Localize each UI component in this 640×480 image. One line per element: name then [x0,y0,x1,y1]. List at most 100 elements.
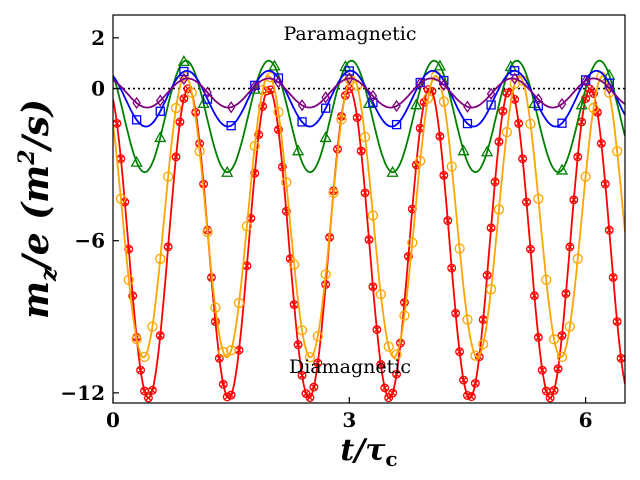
point-orange [359,131,371,143]
point-red [518,154,528,164]
point-orange [541,274,552,285]
point-purple [510,72,520,85]
point-red [600,179,610,189]
point-orange [422,93,434,104]
point-red [459,375,468,385]
point-red [368,282,378,292]
point-orange [147,321,158,332]
point-purple [226,101,236,114]
point-blue [131,115,142,125]
point-red [526,244,535,254]
point-red [226,390,236,400]
point-orange [501,126,512,138]
point-red [352,113,362,123]
point-orange [226,345,237,356]
x-tick-label: 3 [342,408,356,432]
point-red [392,369,402,379]
point-orange [611,146,623,157]
x-axis-label-var: t/τ [340,433,386,468]
point-orange [580,171,591,182]
point-orange [320,269,331,280]
point-orange [564,321,576,332]
point-red [569,195,579,205]
point-purple [368,89,378,103]
point-red [490,177,500,187]
point-red [360,188,370,198]
y-axis-label-m: m [15,281,57,319]
point-blue [297,117,307,127]
point-red [364,235,374,245]
point-red [356,146,366,156]
point-orange [115,193,127,204]
point-purple [534,93,543,106]
point-red [486,223,496,233]
point-red [502,88,512,98]
point-red [171,152,181,162]
point-red [553,364,563,374]
point-blue [344,66,354,76]
x-tick-label: 0 [106,408,120,432]
point-orange [123,274,134,285]
point-blue [462,118,473,129]
y-tick-label: −12 [60,381,105,405]
y-axis-label-tail: /s) [15,99,57,152]
point-orange [194,146,205,157]
point-red [297,370,307,380]
point-orange [525,118,536,129]
point-orange [375,289,386,300]
point-blue [321,103,331,113]
point-purple [203,86,212,99]
point-purple [581,74,590,88]
point-red [443,216,453,226]
point-orange [186,87,197,98]
point-green [177,55,190,67]
point-red [179,94,189,104]
point-red [305,393,315,403]
point-purple [392,99,401,113]
point-purple [463,100,472,113]
point-red [545,393,555,403]
point-blue [533,101,544,111]
point-red [372,325,382,335]
point-green [130,155,143,167]
point-green [555,163,569,175]
point-orange [533,193,544,204]
point-orange [415,155,426,167]
y-axis-label-group: mz/e (m2/s) [14,99,62,319]
x-tick-label: 6 [579,408,593,432]
point-orange [548,334,560,345]
point-red [439,170,449,180]
point-orange [273,106,284,118]
y-axis-label-rest: /e (m [15,165,57,272]
point-red [514,118,524,128]
point-red [549,385,559,395]
axis-ticks: 0 3 6 2 0 −6 −12 [60,26,592,432]
point-red [451,308,461,318]
series-orange [113,70,625,363]
point-red [537,365,547,375]
y-tick-label: 0 [91,77,105,101]
y-axis-label-sub: z [36,268,62,282]
series-line-blue [113,69,625,128]
point-green [575,98,588,110]
plot-background [113,15,625,403]
point-red [175,117,185,127]
point-red [163,242,173,252]
point-red [281,206,291,216]
point-green [292,144,305,156]
point-green [433,59,446,71]
point-blue [486,100,496,110]
y-axis-label-sup: 2 [14,149,40,165]
point-red [455,347,465,357]
point-red [470,378,480,388]
point-orange [407,237,418,248]
point-blue [557,118,567,128]
point-purple [179,72,189,86]
series-line-orange [113,74,625,359]
point-blue [368,97,378,108]
point-orange [391,349,402,360]
point-red [380,383,390,393]
point-orange [438,96,449,107]
point-red [155,331,165,340]
